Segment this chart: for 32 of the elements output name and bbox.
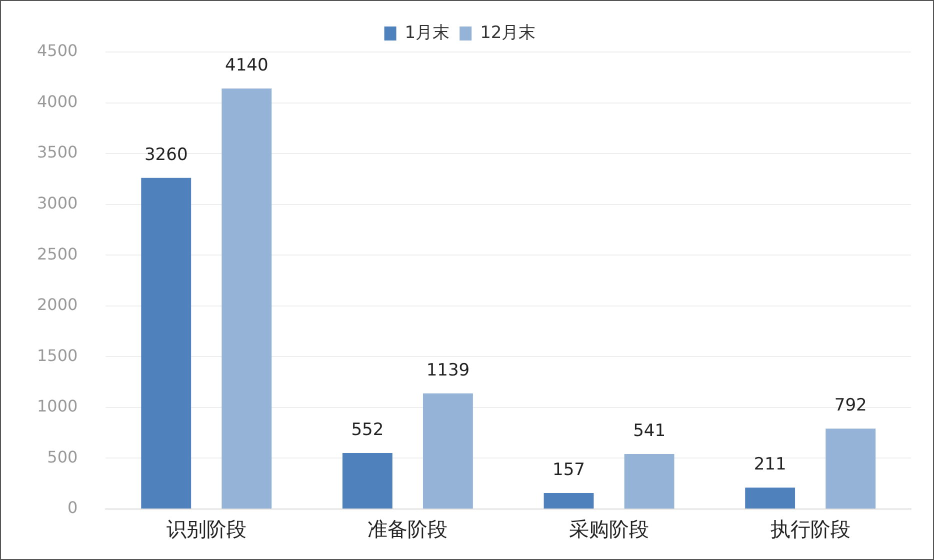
bar (544, 493, 594, 508)
data-label: 552 (351, 420, 384, 440)
y-tick-label: 2500 (37, 244, 78, 264)
y-tick-label: 4500 (37, 41, 78, 60)
bar (342, 452, 392, 508)
x-tick-label: 采购阶段 (569, 517, 650, 542)
bar (745, 488, 796, 508)
bar (826, 428, 876, 508)
x-tick-label: 执行阶段 (770, 517, 850, 542)
x-tick-label: 识别阶段 (166, 517, 246, 542)
legend-label: 1月末 (404, 22, 450, 43)
y-tick-label: 1000 (37, 396, 78, 416)
data-label: 792 (834, 395, 867, 416)
data-label: 1139 (426, 360, 470, 380)
y-tick-label: 500 (47, 447, 78, 466)
bar (222, 88, 272, 508)
y-tick-label: 4000 (37, 92, 78, 111)
bar (423, 393, 473, 508)
x-tick-label: 准备阶段 (368, 517, 448, 542)
data-label: 541 (633, 420, 666, 441)
y-tick-label: 0 (68, 498, 78, 518)
legend-label: 12月末 (480, 22, 536, 43)
bar (141, 178, 192, 508)
data-label: 157 (552, 460, 585, 480)
bar (624, 454, 674, 508)
y-tick-label: 3500 (37, 142, 78, 162)
data-label: 3260 (144, 144, 188, 165)
data-label: 211 (754, 454, 786, 474)
y-tick-label: 1500 (37, 346, 78, 365)
data-label: 4140 (225, 55, 268, 76)
y-tick-label: 2000 (37, 295, 78, 314)
y-tick-label: 3000 (37, 193, 78, 212)
